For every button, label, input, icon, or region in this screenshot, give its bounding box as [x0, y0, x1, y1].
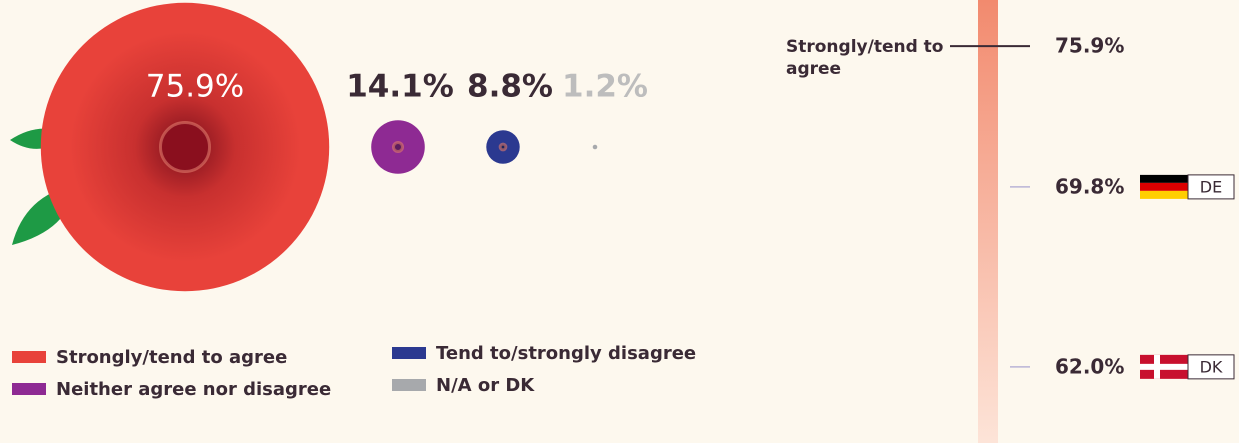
legend-label: Tend to/strongly disagree [436, 343, 696, 364]
value-label: 8.8% [467, 69, 553, 105]
scale-label: Strongly/tend to agree [786, 37, 944, 79]
value-label: 75.9% [146, 69, 244, 105]
bubble-core [158, 120, 212, 174]
legend-label: Neither agree nor disagree [56, 379, 331, 400]
country-code: DK [1200, 357, 1223, 376]
legend-swatch [392, 379, 426, 391]
legend-swatch [12, 383, 46, 395]
legend-label: N/A or DK [436, 375, 535, 396]
flag [1140, 363, 1188, 370]
legend-label: Strongly/tend to agree [56, 347, 287, 368]
flag-code-box [1187, 354, 1235, 380]
bubble-core [391, 140, 405, 154]
bubble [486, 130, 520, 164]
flag-code-box [1187, 174, 1235, 200]
flag [1140, 190, 1188, 199]
bubble-core [498, 142, 508, 152]
flag [1140, 174, 1188, 183]
scale-value: 62.0% [1055, 354, 1124, 378]
scale-bar [978, 0, 998, 443]
country-code: DE [1200, 177, 1222, 196]
flag [1140, 182, 1188, 191]
scale-value: 69.8% [1055, 174, 1124, 198]
bubble [371, 120, 425, 174]
value-label: 14.1% [346, 69, 454, 105]
scale-value: 75.9% [1055, 34, 1124, 58]
value-label: 1.2% [562, 69, 648, 105]
legend-swatch [392, 347, 426, 359]
legend-swatch [12, 351, 46, 363]
bubble [592, 144, 598, 150]
